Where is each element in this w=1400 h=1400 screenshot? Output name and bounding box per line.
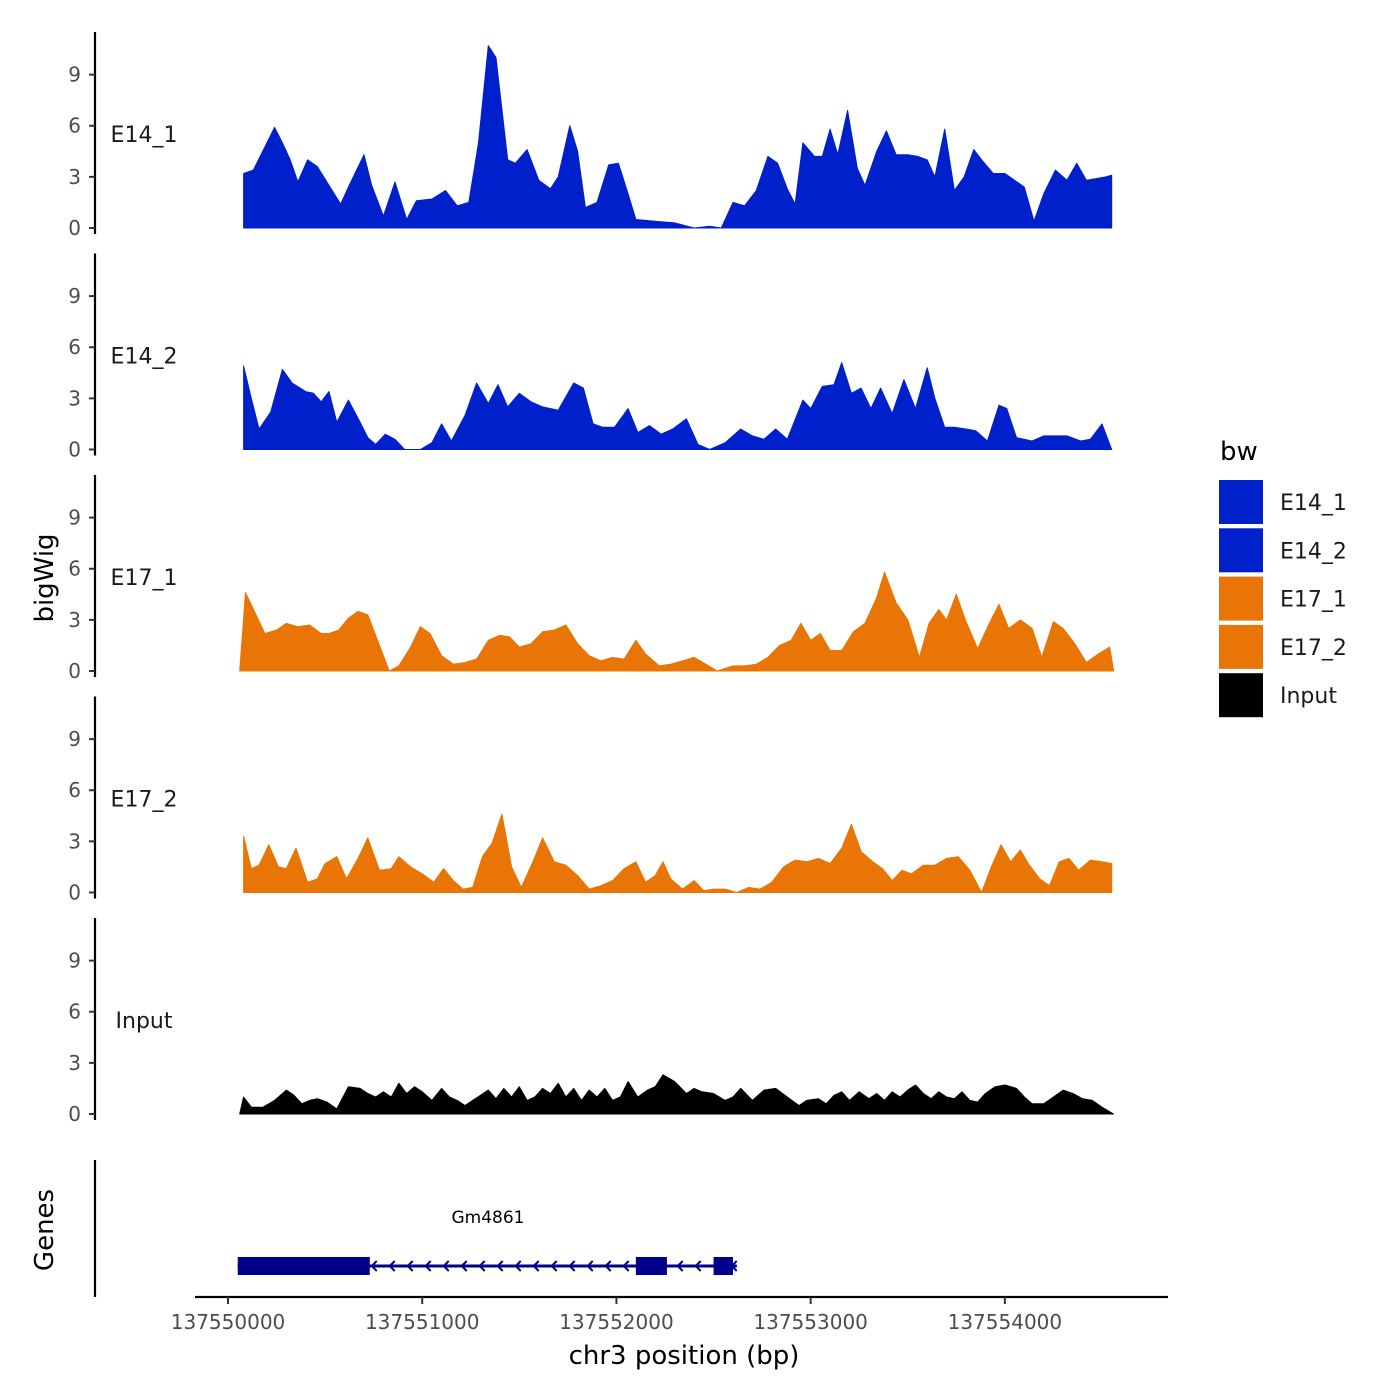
strand-arrow [370,1260,378,1272]
y-tick-label: 6 [68,1000,81,1024]
y-tick-label: 0 [68,881,81,905]
y-tick-label: 9 [68,63,81,87]
y-tick-label: 0 [68,438,81,462]
track-label-Input: Input [116,1009,173,1034]
strand-arrow [388,1260,396,1272]
y-tick-label: 0 [68,1102,81,1126]
x-tick-label: 137552000 [559,1310,674,1334]
strand-arrow [586,1260,594,1272]
gene-exon [713,1257,733,1275]
legend-label: Input [1280,684,1337,709]
y-tick-label: 9 [68,727,81,751]
coverage-area-E17_1 [239,571,1115,672]
y-tick-label: 6 [68,557,81,581]
x-tick-label: 137551000 [365,1310,480,1334]
gene-label: Gm4861 [452,1208,525,1228]
track-label-E14_1: E14_1 [111,123,178,148]
track-label-E14_2: E14_2 [111,345,178,370]
y-axis-title: bigWig [30,533,60,622]
legend: bw E14_1 E14_2 E17_1 E17_2 Input [1219,437,1347,718]
gene-Gm4861: Gm4861 [237,1208,738,1275]
coverage-area-E14_1 [243,45,1113,229]
track-E14_1: 0 3 6 9 E14_1 [68,32,1113,240]
x-tick-label: 137553000 [753,1310,868,1334]
strand-arrow [676,1260,684,1272]
strand-arrow [442,1260,450,1272]
track-E17_2: 0 3 6 9 E17_2 [68,696,1113,905]
y-tick-label: 3 [68,829,81,853]
strand-arrow [514,1260,522,1272]
strand-arrow [694,1260,702,1272]
coverage-area-E14_2 [243,362,1113,450]
legend-label: E14_1 [1280,491,1347,516]
legend-title: bw [1220,437,1258,467]
coverage-area-E17_2 [243,813,1113,893]
legend-label: E17_2 [1280,636,1347,661]
y-tick-label: 0 [68,216,81,240]
genes-axis-title: Genes [30,1189,60,1271]
strand-arrow [496,1260,504,1272]
legend-entry-E17_1: E17_1 [1219,576,1347,621]
x-tick-label: 137550000 [171,1310,286,1334]
y-tick-label: 6 [68,778,81,802]
x-tick-label: 137554000 [948,1310,1063,1334]
y-tick-label: 9 [68,284,81,308]
legend-label: E17_1 [1280,588,1347,613]
track-label-E17_2: E17_2 [111,788,178,813]
strand-arrow [568,1260,576,1272]
strand-arrow [622,1260,630,1272]
y-tick-label: 6 [68,114,81,138]
strand-arrow [460,1260,468,1272]
legend-entry-Input: Input [1219,673,1337,718]
y-tick-label: 3 [68,1051,81,1075]
strand-arrow [604,1260,612,1272]
genes-layer: Gm4861 [93,1160,738,1297]
tracks-layer: 0 3 6 9 E14_1 0 3 6 9 E14_2 0 3 6 9 E17_1 0 3 6 9 E17_2 0 3 6 9… [68,32,1115,1126]
legend-entry-E14_1: E14_1 [1219,480,1347,524]
y-tick-label: 3 [68,165,81,189]
track-label-E17_1: E17_1 [111,566,178,591]
y-tick-label: 6 [68,335,81,359]
gene-exon [635,1257,667,1275]
y-tick-label: 9 [68,506,81,530]
strand-arrow [550,1260,558,1272]
legend-swatch [1219,624,1263,669]
track-Input: 0 3 6 9 Input [68,918,1115,1126]
strand-arrow [532,1260,540,1272]
legend-entry-E14_2: E14_2 [1219,528,1347,573]
strand-arrow [424,1260,432,1272]
y-tick-label: 3 [68,386,81,410]
legend-label: E14_2 [1280,539,1347,564]
legend-entry-E17_2: E17_2 [1219,624,1347,669]
legend-swatch [1219,576,1263,621]
legend-swatch [1219,528,1263,573]
y-tick-label: 0 [68,659,81,683]
x-axis-title: chr3 position (bp) [569,1341,800,1371]
strand-arrow [478,1260,486,1272]
y-tick-label: 9 [68,949,81,973]
gene-exon [237,1257,370,1275]
track-E17_1: 0 3 6 9 E17_1 [68,475,1115,683]
legend-swatch [1219,673,1263,718]
y-tick-label: 3 [68,608,81,632]
coverage-area-Input [239,1074,1115,1115]
x-axis: 137550000 137551000 137552000 137553000 1375… [171,1295,1168,1334]
legend-swatch [1219,480,1263,524]
strand-arrow [406,1260,414,1272]
track-E14_2: 0 3 6 9 E14_2 [68,253,1113,462]
